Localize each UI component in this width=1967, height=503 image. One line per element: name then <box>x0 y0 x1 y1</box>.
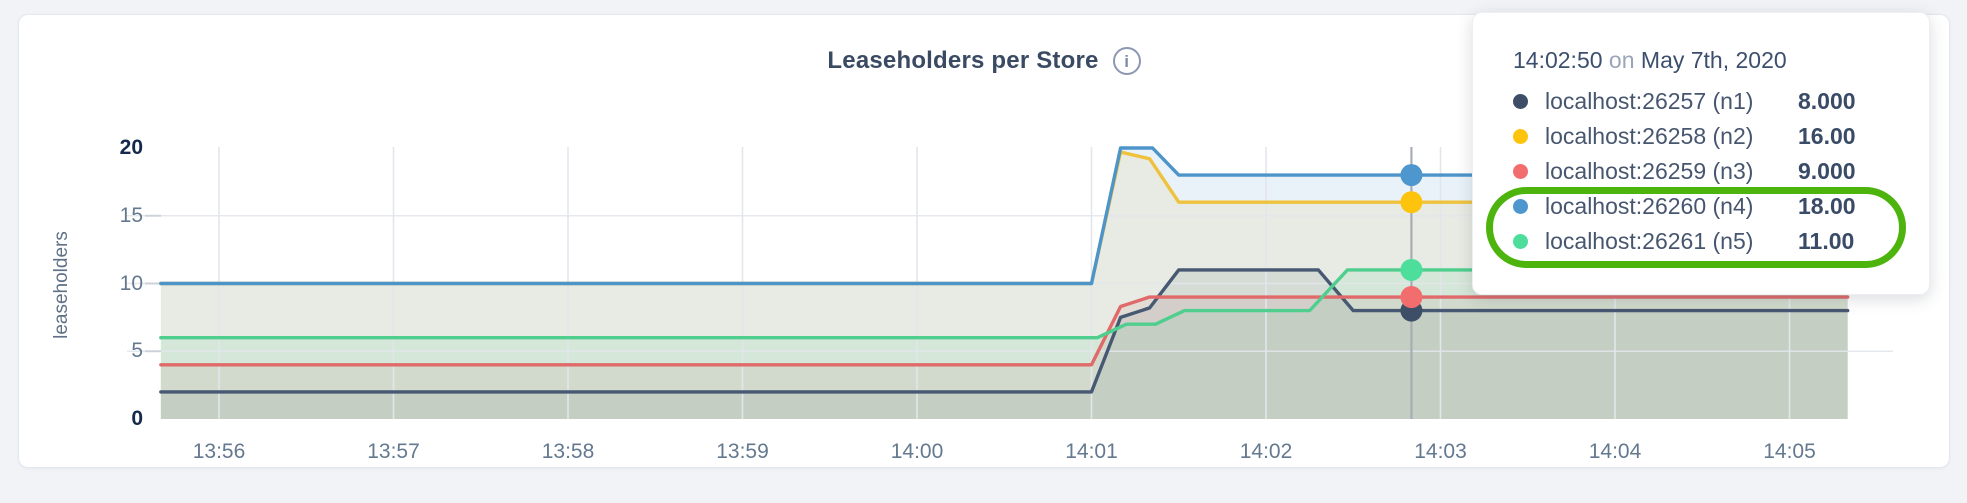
x-tick-label: 13:58 <box>541 440 595 463</box>
x-tick-label: 13:59 <box>716 440 769 463</box>
series-line-3 <box>159 295 1850 367</box>
series-value: 11.00 <box>1798 228 1855 254</box>
x-tick-label: 13:57 <box>367 440 420 463</box>
series-label: localhost:26257 (n1) <box>1545 88 1754 114</box>
chart-svg[interactable] <box>19 15 1951 469</box>
hover-dot-4 <box>1400 164 1423 187</box>
x-tick-label: 13:56 <box>192 440 246 463</box>
hover-dot-3 <box>1400 286 1423 309</box>
series-value: 16.00 <box>1798 123 1856 149</box>
tooltip-date: May 7th, 2020 <box>1640 47 1787 73</box>
tooltip-series-row: localhost:26260 (n4) 18.00 <box>1513 189 1901 224</box>
y-tick-label: 5 <box>131 339 143 363</box>
y-tick-label: 0 <box>131 407 143 430</box>
y-tick-label: 15 <box>119 203 143 227</box>
series-label: localhost:26260 (n4) <box>1545 193 1754 219</box>
series-area-2 <box>160 152 1848 419</box>
series-label: localhost:26259 (n3) <box>1545 158 1754 184</box>
hover-dot-2 <box>1400 191 1423 214</box>
y-axis-title: leaseholders <box>47 175 77 395</box>
series-line-1 <box>159 268 1850 394</box>
tooltip-connector: on <box>1608 47 1635 73</box>
series-area-3 <box>160 297 1848 419</box>
series-color-dot <box>1513 234 1528 249</box>
tooltip-time: 14:02:50 <box>1513 47 1603 73</box>
y-axis-title-text: leaseholders <box>51 231 72 339</box>
tooltip-series-row: localhost:26259 (n3) 9.000 <box>1513 154 1901 189</box>
tooltip-series-row: localhost:26261 (n5) 11.00 <box>1513 224 1901 259</box>
y-tick-label: 10 <box>119 271 143 295</box>
x-tick-label: 14:02 <box>1239 440 1293 463</box>
tooltip-rows: localhost:26257 (n1) 8.000 localhost:26258… <box>1513 84 1901 259</box>
hover-tooltip: 14:02:50 on May 7th, 2020 localhost:2625… <box>1472 12 1930 295</box>
series-color-dot <box>1513 164 1528 179</box>
tooltip-timestamp: 14:02:50 on May 7th, 2020 <box>1513 47 1901 74</box>
x-tick-label: 14:01 <box>1065 440 1118 463</box>
series-color-dot <box>1513 129 1528 144</box>
x-tick-label: 14:00 <box>890 440 944 463</box>
series-value: 18.00 <box>1798 193 1856 219</box>
info-icon[interactable]: i <box>1112 47 1141 75</box>
chart-title: Leaseholders per Store <box>827 47 1099 74</box>
y-tick-label: 20 <box>119 136 143 159</box>
series-color-dot <box>1513 199 1528 214</box>
series-label: localhost:26258 (n2) <box>1545 123 1754 149</box>
series-color-dot <box>1513 94 1528 109</box>
series-line-5 <box>159 268 1850 340</box>
x-tick-label: 14:03 <box>1414 440 1467 463</box>
hover-dot-5 <box>1400 258 1423 281</box>
x-tick-label: 14:04 <box>1588 440 1642 463</box>
x-tick-label: 14:05 <box>1763 440 1816 463</box>
tooltip-series-row: localhost:26257 (n1) 8.000 <box>1513 84 1901 119</box>
series-value: 8.000 <box>1798 88 1856 114</box>
chart-header: Leaseholders per Store i <box>19 43 1949 79</box>
series-label: localhost:26261 (n5) <box>1545 228 1754 254</box>
tooltip-series-row: localhost:26258 (n2) 16.00 <box>1513 119 1901 154</box>
series-value: 9.000 <box>1798 158 1856 184</box>
series-area-5 <box>160 269 1848 419</box>
series-line-4 <box>159 146 1850 286</box>
series-area-1 <box>160 269 1848 419</box>
